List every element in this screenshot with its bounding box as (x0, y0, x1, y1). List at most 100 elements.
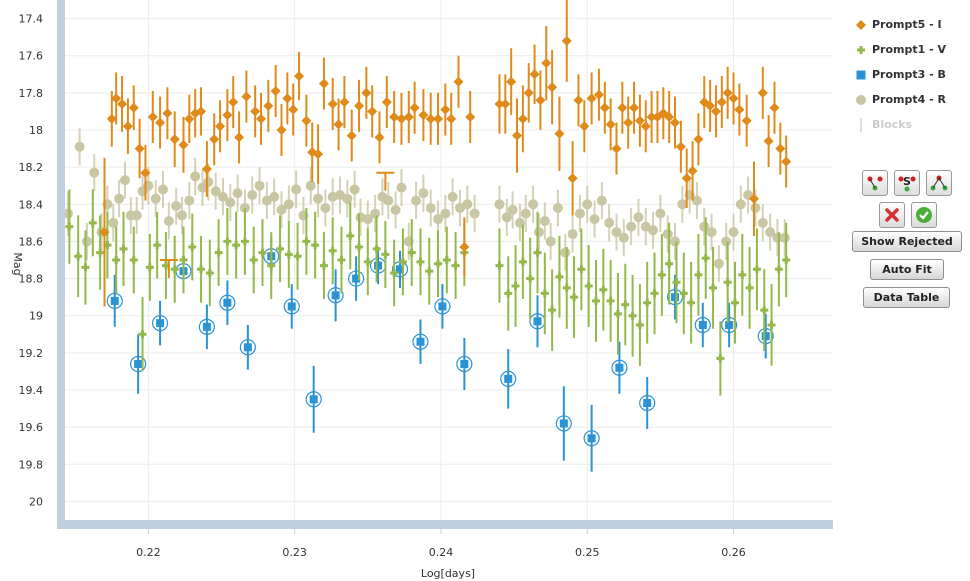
point-square (583, 404, 600, 472)
marker-plus (276, 244, 285, 253)
marker-circle (320, 203, 331, 213)
point-diamond (705, 79, 716, 132)
marker-circle (342, 193, 353, 204)
legend-item-prompt5-i[interactable]: Prompt5 - I (850, 12, 968, 37)
point-circle (779, 219, 790, 257)
point-diamond (425, 92, 436, 145)
marker-diamond (623, 117, 634, 128)
point-square (721, 302, 738, 348)
marker-circle (447, 191, 458, 202)
marker-circle (604, 217, 615, 228)
marker-circle (158, 184, 169, 195)
marker-plus (398, 257, 407, 266)
point-plus (606, 260, 615, 342)
point-diamond (599, 81, 610, 134)
point-plus (81, 230, 90, 305)
y-tick-label: 19.2 (19, 347, 44, 360)
show-rejected-button[interactable]: Show Rejected (852, 231, 962, 252)
marker-plus (555, 272, 564, 281)
point-circle (757, 204, 768, 242)
scatter-s-icon[interactable]: S (894, 170, 920, 196)
marker-circle (190, 171, 201, 182)
point-square (434, 284, 451, 329)
point-diamond (99, 157, 110, 307)
marker-plus (390, 269, 399, 277)
marker-square (110, 296, 119, 305)
circle-marker (850, 94, 872, 106)
marker-circle (62, 208, 73, 219)
marker-square (287, 302, 296, 311)
marker-diamond (250, 106, 261, 117)
legend-item-prompt1-v[interactable]: Prompt1 - V (850, 37, 968, 62)
marker-plus (606, 296, 615, 305)
point-diamond (270, 65, 281, 117)
point-plus (643, 261, 652, 344)
marker-circle (618, 232, 629, 243)
marker-plus (311, 241, 320, 250)
marker-diamond (573, 95, 584, 106)
point-plus (665, 222, 674, 305)
accept-check-icon[interactable] (911, 202, 937, 228)
reject-x-icon[interactable] (879, 202, 905, 228)
marker-plus (548, 306, 557, 315)
marker-plus (65, 222, 74, 231)
marker-diamond (617, 102, 628, 113)
marker-diamond (547, 82, 558, 93)
marker-plus (179, 256, 188, 264)
marker-circle (545, 236, 556, 247)
marker-diamond (634, 115, 645, 126)
marker-circle (539, 216, 550, 226)
marker-ring (611, 359, 628, 376)
legend-item-prompt3-b[interactable]: Prompt3 - B (850, 62, 968, 87)
point-plus (363, 228, 372, 296)
legend-item-blocks[interactable]: Blocks (850, 112, 968, 137)
auto-fit-button[interactable]: Auto Fit (870, 259, 944, 280)
point-diamond (134, 118, 145, 179)
y-tick-label: 17.4 (19, 13, 44, 26)
y-tick-label: 17.8 (19, 87, 44, 100)
marker-plus (74, 252, 83, 261)
marker-circle (462, 199, 473, 210)
y-tick-label: 18 (29, 124, 43, 137)
point-circle (469, 195, 480, 233)
marker-circle (210, 186, 221, 197)
point-plus (548, 269, 557, 351)
marker-diamond (433, 113, 444, 124)
legend-item-prompt4-r[interactable]: Prompt4 - R (850, 87, 968, 112)
marker-plus (223, 237, 232, 246)
data-table-button[interactable]: Data Table (863, 287, 950, 308)
marker-plus (635, 321, 644, 329)
point-plus (723, 241, 732, 324)
point-plus (511, 245, 520, 327)
point-plus (145, 234, 154, 301)
marker-plus (363, 257, 372, 266)
marker-circle (383, 195, 394, 206)
point-circle (691, 182, 702, 220)
y-tick-label: 18.6 (19, 235, 44, 248)
marker-diamond (140, 167, 151, 178)
marker-ring (283, 298, 300, 315)
point-circle (131, 196, 142, 234)
marker-ring (305, 391, 322, 408)
y-tick-label: 18.4 (19, 198, 44, 211)
point-circle (74, 128, 85, 166)
marker-diamond (629, 102, 640, 113)
marker-diamond (554, 128, 565, 139)
scatter-triangle-icon[interactable] (926, 170, 952, 196)
point-circle (269, 178, 280, 216)
marker-diamond (346, 130, 357, 141)
point-diamond (222, 89, 233, 142)
point-plus (407, 219, 416, 286)
scatter-points-icon[interactable] (862, 170, 888, 196)
point-diamond (178, 117, 189, 173)
point-diamond (500, 74, 511, 134)
point-circle (611, 213, 622, 251)
marker-circle (396, 182, 407, 193)
point-diamond (459, 217, 470, 277)
light-curve-chart[interactable]: 17.4 17.6 17.8 18 18.2 18.4 18.6 18.8 19 19.2 19.4… (0, 0, 850, 581)
marker-diamond (234, 132, 245, 143)
point-square (757, 313, 774, 359)
point-plus (518, 224, 527, 299)
marker-plus (372, 244, 381, 253)
marker-diamond (403, 112, 414, 122)
